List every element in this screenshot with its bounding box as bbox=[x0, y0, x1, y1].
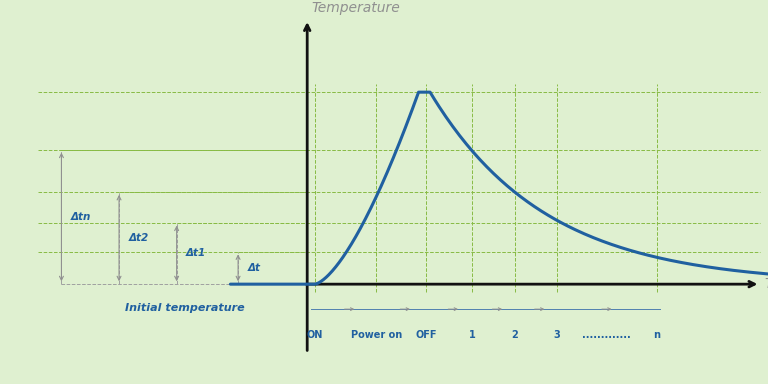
Text: Δt: Δt bbox=[247, 263, 260, 273]
Text: 1: 1 bbox=[469, 330, 475, 340]
Text: 3: 3 bbox=[554, 330, 560, 340]
Text: OFF: OFF bbox=[415, 330, 437, 340]
Text: .............: ............. bbox=[582, 330, 631, 340]
Text: Initial temperature: Initial temperature bbox=[124, 303, 244, 313]
Text: ON: ON bbox=[306, 330, 323, 340]
Text: n: n bbox=[653, 330, 660, 340]
Text: Power on: Power on bbox=[351, 330, 402, 340]
Text: Δtn: Δtn bbox=[71, 212, 91, 222]
Text: 2: 2 bbox=[511, 330, 518, 340]
Text: Time: Time bbox=[764, 277, 768, 291]
Text: Δt1: Δt1 bbox=[186, 248, 206, 258]
Text: Δt2: Δt2 bbox=[128, 233, 148, 243]
Text: Temperature: Temperature bbox=[311, 2, 400, 15]
